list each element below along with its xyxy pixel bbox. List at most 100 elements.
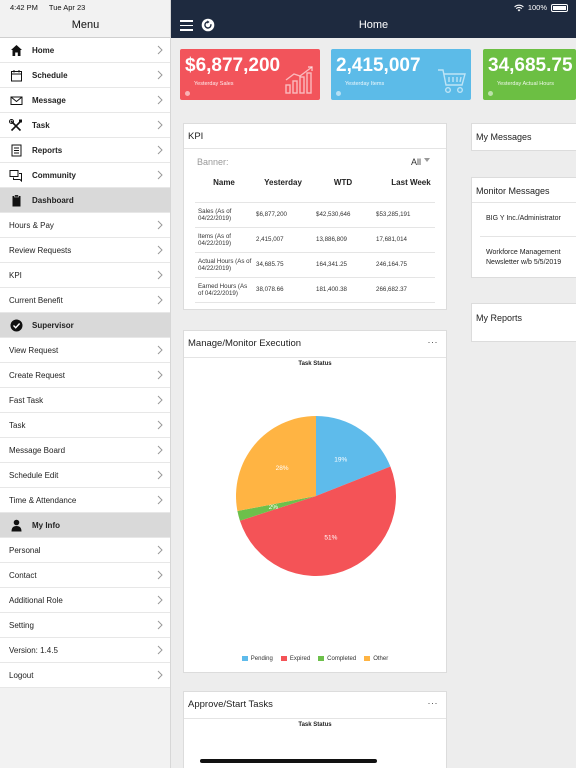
table-row: Items (As of 04/22/2019) 2,415,007 13,886,… [195,227,435,253]
sidebar-item-contact[interactable]: Contact [0,563,170,588]
my-messages-panel[interactable]: My Messages [471,123,576,151]
sidebar-item-message[interactable]: Message [0,88,170,113]
kpi-title: KPI [188,131,204,142]
hamburger-menu-icon[interactable] [180,20,193,31]
chevron-right-icon [157,270,163,280]
items-tile[interactable]: 2,415,007 Yesterday Items [331,49,471,100]
sidebar-item-view-request[interactable]: View Request [0,338,170,363]
pie-slice-completed[interactable] [237,496,316,521]
chevron-right-icon [157,170,163,180]
sidebar-item-schedule[interactable]: Schedule [0,63,170,88]
legend-label: Completed [327,656,357,663]
sidebar-item-kpi[interactable]: KPI [0,263,170,288]
chevron-right-icon [157,645,163,655]
sidebar-item-home[interactable]: Home [0,38,170,63]
sidebar-item-fast-task[interactable]: Fast Task [0,388,170,413]
home-icon [9,43,23,57]
sidebar-item-task[interactable]: Task [0,113,170,138]
sidebar-item-review-requests[interactable]: Review Requests [0,238,170,263]
sidebar-item-hours-pay[interactable]: Hours & Pay [0,213,170,238]
sidebar-item-label: KPI [9,270,22,280]
pie-slice-pending[interactable] [316,416,391,496]
my-reports-panel[interactable]: My Reports [471,303,576,342]
chevron-right-icon [157,145,163,155]
table-cell: 34,685.75 [253,252,313,278]
chart-legend: Pending Expired Completed Other [184,656,446,662]
sidebar-item-label: Hours & Pay [9,220,54,230]
refresh-icon[interactable] [201,18,215,32]
sidebar-item-label: Community [32,170,76,180]
sidebar-item-personal[interactable]: Personal [0,538,170,563]
message-item[interactable]: Workforce Management Newsletter w/b 5/5/… [486,249,562,266]
slice-label: 19% [334,457,347,464]
pie-slice-expired[interactable] [239,466,396,576]
divider [184,718,446,719]
chart-title: Task Status [298,361,332,367]
sidebar: 4:42 PM Tue Apr 23 Menu Home Schedule Mess… [0,0,171,768]
calendar-icon [9,68,23,82]
legend-item[interactable]: Completed [318,656,356,662]
approve-start-card: Approve/Start Tasks ··· Task Status [183,691,447,768]
banner-label: Banner: [197,157,229,167]
status-bar-right: 100% [514,3,568,12]
column-header: Name [213,178,235,187]
kpi-table: Name Yesterday WTD Last Week Sales (As o… [195,176,435,303]
legend-label: Other [373,656,389,663]
table-cell: Sales (As of 04/22/2019) [195,201,253,228]
legend-item[interactable]: Expired [280,656,310,662]
sidebar-item-task[interactable]: Task [0,413,170,438]
panel-title: My Messages [476,132,532,142]
card-title: Approve/Start Tasks [188,699,273,710]
sidebar-item-label: Fast Task [9,395,44,405]
sidebar-item-reports[interactable]: Reports [0,138,170,163]
tools-icon [9,118,23,132]
more-icon[interactable]: ··· [427,698,438,708]
sidebar-item-label: Dashboard [32,195,74,205]
hours-tile[interactable]: 34,685.75 Yesterday Actual Hours [483,49,576,100]
message-item[interactable]: BIG Y Inc./Administrator [486,215,561,222]
tile-dot [336,90,341,96]
sidebar-item-label: View Request [9,345,59,355]
sidebar-item-schedule-edit[interactable]: Schedule Edit [0,463,170,488]
sidebar-item-additional-role[interactable]: Additional Role [0,588,170,613]
sidebar-item-community[interactable]: Community [0,163,170,188]
monitor-messages-panel: Monitor Messages BIG Y Inc./Administrato… [471,177,576,278]
column-header: Last Week [391,178,431,187]
sidebar-item-label: Personal [9,545,41,555]
sidebar-item-current-benefit[interactable]: Current Benefit [0,288,170,313]
person-icon [9,518,23,532]
table-cell: 38,078.66 [253,277,313,303]
tile-dot [185,90,190,96]
sidebar-item-label: Time & Attendance [9,495,77,505]
table-cell: Items (As of 04/22/2019) [195,227,253,253]
legend-swatch [364,656,371,661]
chevron-right-icon [157,570,163,580]
legend-item[interactable]: Other [364,656,388,662]
table-cell: 164,341.25 [313,252,373,278]
slice-label: 2% [269,504,279,511]
sidebar-item-setting[interactable]: Setting [0,613,170,638]
status-time: 4:42 PM [10,3,38,12]
sidebar-item-logout[interactable]: Logout [0,663,170,688]
page-title: Home [358,19,389,31]
chevron-right-icon [157,545,163,555]
sales-tile[interactable]: $6,877,200 Yesterday Sales [180,49,320,100]
panel-title: My Reports [476,313,523,323]
chevron-right-icon [157,670,163,680]
table-cell: 266,682.37 [373,277,435,303]
sidebar-item-label: Version: 1.4.5 [9,645,58,655]
chevron-right-icon [157,495,163,505]
card-title: Manage/Monitor Execution [188,338,302,349]
pie-slice-other[interactable] [236,416,316,511]
sidebar-item-time-attendance[interactable]: Time & Attendance [0,488,170,513]
more-icon[interactable]: ··· [427,337,438,347]
sidebar-item-create-request[interactable]: Create Request [0,363,170,388]
banner-select[interactable]: All [411,157,430,167]
legend-item[interactable]: Pending [241,656,273,662]
tile-label: Yesterday Actual Hours [497,81,554,87]
sidebar-item-version-1-4-5[interactable]: Version: 1.4.5 [0,638,170,663]
sidebar-item-message-board[interactable]: Message Board [0,438,170,463]
banner-value: All [410,157,421,167]
table-cell: $6,877,200 [253,201,313,228]
table-cell: 181,400.38 [313,277,373,303]
